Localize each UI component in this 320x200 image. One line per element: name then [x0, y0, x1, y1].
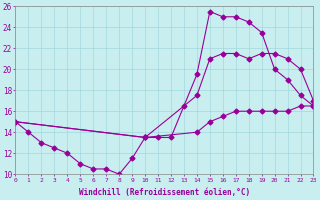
- X-axis label: Windchill (Refroidissement éolien,°C): Windchill (Refroidissement éolien,°C): [79, 188, 250, 197]
